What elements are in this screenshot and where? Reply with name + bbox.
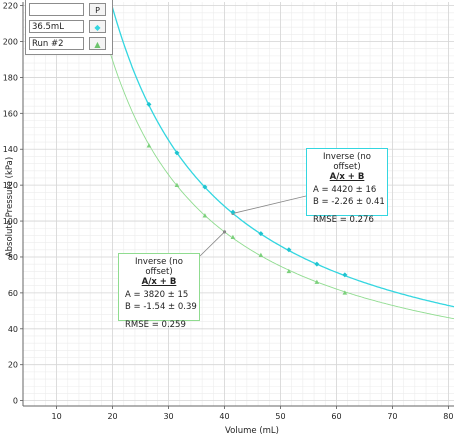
fit-curves: [95, 0, 455, 320]
y-tick-label: 220: [3, 2, 18, 11]
data-point: [314, 279, 320, 284]
fit-param-b: B = -1.54 ± 0.39: [125, 302, 197, 312]
fit-param-a: A = 4420 ± 16: [313, 185, 377, 195]
y-tick-label: 80: [8, 253, 18, 262]
data-point: [342, 272, 348, 278]
fit-curve-series-2: [95, 0, 455, 320]
x-tick-label: 60: [331, 412, 341, 421]
y-tick-label: 180: [3, 73, 18, 82]
data-point: [202, 184, 208, 190]
data-point: [174, 150, 180, 156]
data-point: [286, 268, 292, 274]
x-axis-label: Volume (mL): [225, 426, 279, 436]
x-tick-label: 70: [387, 412, 397, 421]
y-tick-label: 60: [8, 289, 18, 298]
fit-title: Inverse (no offset): [323, 152, 371, 172]
legend-item-label[interactable]: Run #2: [29, 37, 84, 50]
data-points: [146, 101, 348, 295]
fit-rmse: RMSE = 0.259: [125, 320, 186, 330]
fit-curve-series-1: [109, 0, 455, 308]
legend-header-blank[interactable]: [29, 3, 84, 16]
fit-param-b: B = -2.26 ± 0.41: [313, 197, 385, 207]
x-tick-label: 80: [443, 412, 453, 421]
y-tick-label: 120: [3, 181, 18, 190]
legend: P 36.5mL ◆ Run #2 ▲: [25, 0, 113, 55]
data-point: [314, 261, 320, 267]
legend-header-marker[interactable]: P: [89, 3, 106, 16]
data-point: [230, 234, 236, 240]
data-point: [146, 101, 152, 107]
data-point: [286, 247, 292, 253]
x-tick-label: 10: [51, 412, 61, 421]
axes: 10 20 30 40 50 60 70 80 0 20 40 60 80 100 120 140 160 180…: [3, 2, 454, 421]
fit-annotation[interactable]: Inverse (no offset) A/x + B A = 4420 ± 1…: [306, 148, 388, 225]
annotation-leader: [232, 195, 307, 214]
y-axis-label: Absolute Pressure (kPa): [5, 157, 15, 257]
grid: [22, 2, 454, 406]
y-tick-label: 140: [3, 145, 18, 154]
y-tick-label: 40: [8, 325, 18, 334]
fit-annotation[interactable]: Inverse (no offset) A/x + B A = 3820 ± 1…: [118, 253, 200, 330]
annotation-anchor: [222, 230, 227, 234]
data-point: [230, 209, 236, 215]
annotation-leader: [199, 231, 225, 257]
fit-title: Inverse (no offset): [135, 257, 183, 277]
data-point: [146, 143, 152, 148]
annotation-leaders: [199, 195, 307, 257]
fit-equation: A/x + B: [329, 172, 365, 182]
fit-param-a: A = 3820 ± 15: [125, 290, 189, 300]
y-tick-label: 160: [3, 109, 18, 118]
axis-labels: Volume (mL) Absolute Pressure (kPa): [5, 157, 279, 436]
data-point: [174, 182, 180, 187]
data-point: [258, 231, 264, 237]
data-point: [202, 213, 208, 218]
x-tick-label: 50: [275, 412, 285, 421]
fit-equation: A/x + B: [141, 277, 177, 287]
fit-rmse: RMSE = 0.276: [313, 215, 374, 225]
y-tick-label: 0: [13, 397, 18, 406]
legend-item-marker-triangle-icon[interactable]: ▲: [89, 37, 106, 50]
y-tick-label: 20: [8, 361, 18, 370]
legend-item-marker-diamond-icon[interactable]: ◆: [89, 20, 106, 33]
data-point: [342, 290, 348, 295]
legend-item-label[interactable]: 36.5mL: [29, 20, 84, 33]
x-tick-label: 20: [107, 412, 117, 421]
x-tick-label: 30: [163, 412, 173, 421]
data-point: [258, 252, 264, 257]
y-tick-label: 100: [3, 217, 18, 226]
x-tick-label: 40: [219, 412, 229, 421]
y-tick-label: 200: [3, 38, 18, 47]
